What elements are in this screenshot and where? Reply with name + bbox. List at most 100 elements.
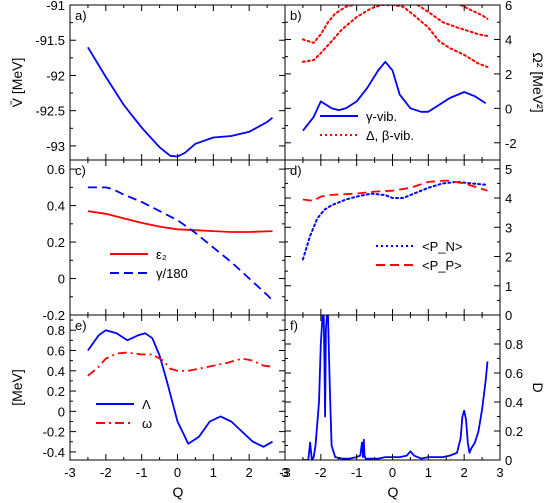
y-tick-label-f: 0: [505, 453, 512, 468]
series-line-b-4: [459, 5, 489, 20]
y-tick-label-c: 0.2: [47, 235, 65, 250]
x-tick-label: -3: [64, 465, 76, 480]
y-tick-label-e: 0.8: [47, 323, 65, 338]
y-tick-label-a: -92: [46, 68, 65, 83]
legend-label-b: Δ, β-vib.: [366, 128, 414, 143]
legend-label-e: ω: [142, 416, 152, 431]
series-line-c-1: [87, 186, 274, 302]
legend-d: <P_N> <P_P>: [376, 239, 462, 273]
y-tick-label-e: 0: [58, 404, 65, 419]
y-tick-label-e: 0.2: [47, 384, 65, 399]
series-line-e-1: [87, 351, 273, 377]
legend-label-c: γ/180: [156, 266, 188, 281]
x-tick-label: -1: [351, 465, 363, 480]
y-tick-label-f: 0.8: [505, 337, 523, 352]
series-line-b-3: [416, 5, 489, 37]
series-line-b-2: [301, 5, 355, 44]
series-line-c-0: [87, 210, 273, 233]
x-tick-label: -3: [279, 465, 291, 480]
panel-c: 0.6 0.4 0.2 0 -0.2 c) ε₂ γ/180: [43, 159, 286, 323]
x-tick-label: 1: [210, 465, 217, 480]
panel-label-e: e): [75, 318, 87, 333]
series-group-a: [87, 46, 274, 158]
panel-frame-c: [69, 159, 286, 316]
y-tick-label-f: 0.2: [505, 424, 523, 439]
y-tick-label-c: 0: [58, 272, 65, 287]
series-line-b-1: [301, 5, 489, 68]
x-tick-label: 0: [389, 465, 396, 480]
x-tick-label: -2: [100, 465, 112, 480]
x-tick-label: -2: [315, 465, 327, 480]
series-group-e: [87, 329, 273, 448]
x-tick-label: -1: [136, 465, 148, 480]
series-line-a-0: [87, 46, 274, 158]
series-line-d-0: [301, 180, 489, 261]
y-axis-label-a: V̄ [MeV]: [9, 58, 25, 108]
legend-label-d: <P_N>: [422, 239, 462, 254]
legend-label-e: Λ: [142, 397, 151, 412]
series-line-f-0: [302, 315, 489, 460]
y-axis-label-b: Ω² [MeV²]: [530, 52, 545, 112]
legend-c: ε₂ γ/180: [110, 247, 188, 281]
y-tick-label-e: -0.4: [43, 445, 65, 460]
y-tick-label-a: -91: [46, 0, 65, 13]
y-tick-label-b: 6: [505, 0, 512, 13]
y-tick-label-f: 0.4: [505, 395, 523, 410]
legend-label-c: ε₂: [156, 247, 167, 262]
y-tick-label-f: 0.6: [505, 366, 523, 381]
y-tick-label-c: 0.6: [47, 162, 65, 177]
legend-e: Λω: [96, 397, 152, 431]
panel-e: 0.8 0.6 0.4 0.2 0 -0.2 -0.4 e) [MeV] Λω: [9, 314, 286, 461]
series-line-b-0: [302, 60, 487, 132]
y-tick-label-d: 5: [505, 162, 512, 177]
y-tick-label-d: 3: [505, 220, 512, 235]
panel-label-a: a): [75, 8, 87, 23]
y-tick-label-e: -0.2: [43, 425, 65, 440]
panel-frame-a: [69, 4, 286, 161]
y-tick-label-d: 1: [505, 279, 512, 294]
series-group-c: [87, 186, 274, 302]
x-axis-right: -3 -2 -1 0 1 2 3: [279, 465, 503, 480]
y-tick-label-a: -93: [46, 139, 65, 154]
y-tick-label-c: 0.4: [47, 199, 65, 214]
x-axis-left: -3 -2 -1 0 1 2 3: [64, 465, 288, 480]
y-tick-label-a: -91.5: [35, 33, 65, 48]
series-line-e-0: [87, 329, 273, 448]
panel-label-d: d): [290, 163, 302, 178]
x-axis-label-left: Q: [173, 484, 184, 500]
panel-f: 0.8 0.6 0.4 0.2 0 f) D: [284, 314, 545, 468]
panel-a: -91 -91.5 -92 -92.5 -93 a) V̄ [MeV]: [9, 0, 286, 161]
panel-b: 6 4 2 0 -2 b) Ω² [MeV²] γ-vib. Δ, β-vib.: [284, 0, 545, 161]
series-line-d-1: [302, 179, 488, 202]
x-tick-label: 2: [461, 465, 468, 480]
y-tick-label-e: 0.4: [47, 364, 65, 379]
y-tick-label-b: -2: [505, 136, 517, 151]
x-tick-label: 2: [246, 465, 253, 480]
y-tick-label-d: 0: [505, 308, 512, 323]
y-tick-label-d: 4: [505, 191, 512, 206]
series-group-d: [301, 179, 489, 261]
legend-b: γ-vib. Δ, β-vib.: [320, 109, 414, 143]
panel-label-c: c): [75, 163, 86, 178]
panel-label-f: f): [290, 318, 298, 333]
legend-label-b: γ-vib.: [366, 109, 397, 124]
x-tick-label: 3: [281, 465, 288, 480]
panel-label-b: b): [290, 8, 302, 23]
y-tick-label-b: 0: [505, 101, 512, 116]
panel-frame-e: [69, 314, 286, 461]
x-tick-label: 3: [496, 465, 503, 480]
plots-layer: -91 -91.5 -92 -92.5 -93 a) V̄ [MeV] 6 4 2 0 -2 b) Ω² …: [9, 0, 545, 468]
legend-label-d: <P_P>: [422, 258, 462, 273]
y-tick-label-a: -92.5: [35, 104, 65, 119]
y-tick-label-c: -0.2: [43, 308, 65, 323]
y-tick-label-b: 4: [505, 32, 512, 47]
y-axis-label-e: [MeV]: [9, 369, 25, 406]
y-axis-label-f: D: [530, 382, 545, 392]
y-tick-label-e: 0.6: [47, 343, 65, 358]
series-group-b: [301, 5, 489, 132]
x-tick-label: 1: [425, 465, 432, 480]
y-tick-label-d: 2: [505, 250, 512, 265]
x-tick-label: 0: [174, 465, 181, 480]
x-axis-label-right: Q: [388, 484, 399, 500]
